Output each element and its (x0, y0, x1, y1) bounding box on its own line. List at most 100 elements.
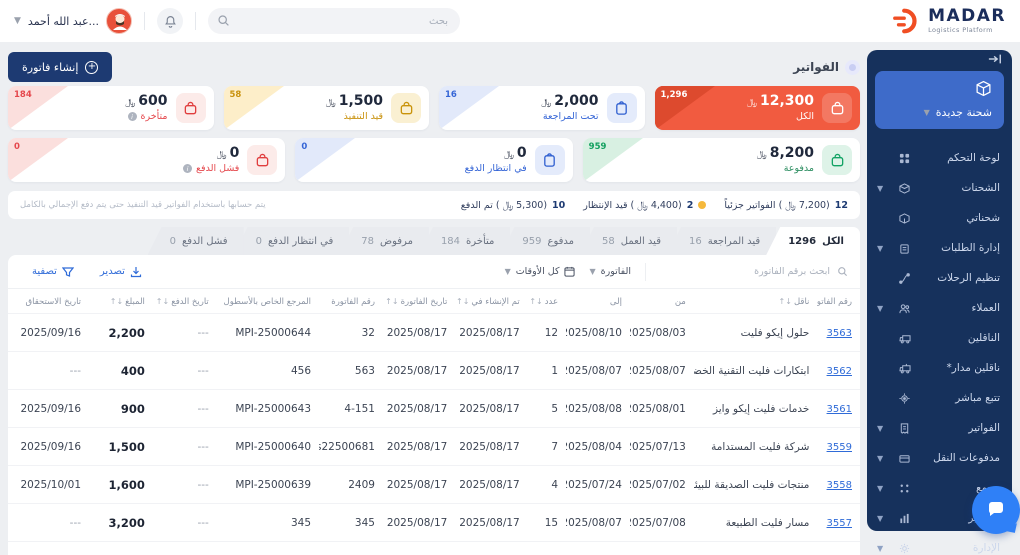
global-search-input[interactable] (208, 8, 461, 34)
corner-badge (654, 86, 715, 130)
wallet-icon (822, 145, 852, 175)
madar-logo-icon (893, 8, 917, 34)
tab-under-review[interactable]: قيد المراجعة 16 (666, 227, 777, 255)
invoice-link[interactable]: 3557 (826, 517, 852, 529)
tab-all[interactable]: الكل 1296 (766, 227, 860, 255)
customers-icon (897, 303, 912, 314)
chevron-down-icon: ▼ (877, 423, 884, 433)
invoice-link[interactable]: 3563 (826, 327, 852, 339)
sidebar-item-madar-carriers[interactable]: ناقلين مدار* (867, 353, 1012, 383)
orders-icon (897, 243, 912, 254)
table-row: 3562 ابتكارات فليت التقنية الخضـ 2025/08… (8, 351, 860, 390)
sidebar-nav: لوحة التحكم الشحنات ▼ شحناتي إدارة الطلب… (867, 139, 1012, 555)
invoice-search-input[interactable] (660, 260, 850, 283)
tab-awaiting-payment[interactable]: في انتظار الدفع 0 (233, 227, 350, 255)
avatar-face-icon (113, 14, 128, 30)
corner-badge (295, 138, 356, 182)
bell-icon (164, 15, 176, 28)
chevron-down-icon: ▼ (877, 453, 884, 463)
sort-icon: ↓↑ (529, 297, 543, 306)
truck-plus-icon (897, 363, 912, 374)
stat-card-paid[interactable]: 959 8,200﷼ مدفوعة (582, 138, 860, 182)
chevron-down-icon: ▼ (877, 183, 884, 193)
sidebar-item-my-shipments[interactable]: شحناتي (867, 203, 1012, 233)
tab-payment-failed[interactable]: فشل الدفع 0 (147, 227, 244, 255)
wallet-icon (175, 93, 206, 123)
new-shipment-label: شحنة جديدة (935, 106, 992, 119)
sidebar-item-carriers[interactable]: الناقلين (867, 323, 1012, 353)
invoice-link[interactable]: 3562 (826, 365, 852, 377)
tab-rejected[interactable]: مرفوض 78 (339, 227, 429, 255)
currency-symbol: ﷼ (216, 150, 227, 161)
sidebar-item-invoices[interactable]: الفواتير ▼ (877, 422, 1000, 434)
corner-badge (8, 86, 68, 130)
table-row: 3558 منتجات فليت الصديقة للبيئة 2025/07/… (8, 465, 860, 504)
summary-pending: 2 (4,400 ﷼ ) قيد الإنتظار (583, 200, 707, 211)
caret-down-icon: ▼ (14, 16, 21, 26)
sidebar-item-customers[interactable]: العملاء ▼ (877, 302, 1000, 314)
invoices-panel: الفاتورة▼ كل الأوقات▼ تصدير تصفية (8, 255, 860, 555)
stat-card-in-progress[interactable]: 58 1,500﷼ قيد التنفيذ (223, 86, 429, 130)
invoices-table: رقم الفاتورة↓↑ ناقل↓↑ من إلى عدد↓↑ تم ال… (8, 289, 860, 555)
invoice-icon (897, 422, 912, 434)
sort-icon: ↓↑ (385, 297, 399, 306)
sidebar-item-administration[interactable]: الإدارة ▼ (877, 542, 1000, 554)
sidebar-item-trip-planning[interactable]: تنظيم الرحلات (867, 263, 1012, 293)
stat-card-all[interactable]: 1,296 12,300﷼ الكل (654, 86, 860, 130)
chevron-down-icon: ▼ (877, 543, 884, 553)
aggregate-icon (897, 483, 912, 494)
tab-in-work[interactable]: قيد العمل 58 (580, 227, 677, 255)
invoice-link[interactable]: 3561 (826, 403, 852, 415)
table-row: 3563 حلول إيكو فليت 2025/08/03 2025/08/1… (8, 313, 860, 352)
wallet-icon (247, 145, 278, 175)
tab-overdue[interactable]: متأخرة 184 (418, 227, 511, 255)
main-content: الفواتير + إنشاء فاتورة 1,296 12,300﷼ ال… (8, 50, 860, 555)
status-tabs: الكل 1296 قيد المراجعة 16 قيد العمل 58 مدفو… (8, 227, 860, 255)
sidebar-item-shipments[interactable]: الشحنات ▼ (877, 182, 1000, 194)
chevron-down-icon: ▼ (504, 267, 511, 276)
stat-card-under-review[interactable]: 16 2,000﷼ تحت المراجعة (439, 86, 645, 130)
global-search (208, 8, 461, 34)
corner-badge (439, 86, 499, 130)
user-menu[interactable]: ▼ عبد الله أحمد... (14, 8, 133, 34)
sort-icon: ↓↑ (456, 297, 470, 306)
clipboard-icon (606, 93, 637, 123)
table-header-row: رقم الفاتورة↓↑ ناقل↓↑ من إلى عدد↓↑ تم ال… (25, 297, 852, 307)
invoice-link[interactable]: 3559 (826, 441, 852, 453)
export-button[interactable]: تصدير (100, 266, 142, 278)
notifications-button[interactable] (157, 8, 184, 34)
sidebar-collapse-button[interactable] (988, 50, 1002, 69)
corner-badge (223, 86, 284, 130)
topbar: ▼ عبد الله أحمد... MADAR (0, 0, 1020, 42)
sidebar-item-live-tracking[interactable]: تتبع مباشر (867, 383, 1012, 413)
filter-icon (61, 266, 74, 277)
time-range-dropdown[interactable]: كل الأوقات ▼ (505, 266, 576, 277)
gear-icon (897, 543, 912, 554)
entity-dropdown[interactable]: الفاتورة ▼ (589, 266, 631, 277)
page-title: الفواتير (793, 60, 839, 74)
tab-paid[interactable]: مدفوع 959 (500, 227, 591, 255)
chevron-down-icon: ▼ (877, 483, 884, 493)
brand-logo: MADAR Logistics Platform (892, 6, 1006, 36)
info-icon: i (182, 164, 192, 174)
sidebar: شحنة جديدة ▼ لوحة التحكم الشحنات ▼ شحنات… (867, 50, 1012, 554)
chevron-down-icon: ▼ (877, 243, 884, 253)
stat-card-overdue[interactable]: 184 600﷼ متأخرة i (8, 86, 214, 130)
stat-card-awaiting-payment[interactable]: 0 0﷼ في انتظار الدفع (295, 138, 573, 182)
filter-button[interactable]: تصفية (32, 266, 74, 278)
sidebar-item-orders[interactable]: إدارة الطلبات ▼ (877, 242, 1000, 254)
new-shipment-button[interactable]: شحنة جديدة ▼ (875, 71, 1004, 129)
sidebar-item-transport-payments[interactable]: مدفوعات النقل ▼ (877, 452, 1000, 464)
avatar[interactable] (106, 8, 133, 34)
plus-icon: + (85, 60, 99, 74)
sidebar-item-dashboard[interactable]: لوحة التحكم (867, 143, 1012, 173)
chevron-down-icon: ▼ (923, 108, 930, 117)
stat-card-payment-failed[interactable]: 0 0﷼ فشل الدفع i (8, 138, 286, 182)
currency-symbol: ﷼ (747, 98, 757, 109)
invoice-link[interactable]: 3558 (826, 479, 852, 491)
currency-symbol: ﷼ (503, 150, 514, 161)
create-invoice-button[interactable]: + إنشاء فاتورة (8, 52, 113, 82)
chat-icon (989, 502, 1003, 516)
currency-symbol: ﷼ (325, 98, 336, 109)
chat-support-button[interactable] (972, 486, 1020, 534)
